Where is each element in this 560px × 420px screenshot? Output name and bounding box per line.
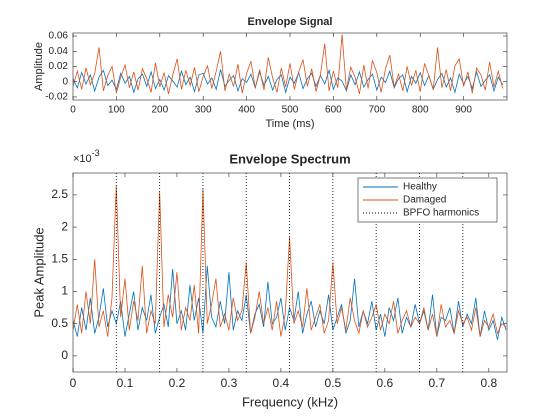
y-tick-label: 2.5: [51, 187, 68, 201]
y-axis-label: Peak Amplitude: [31, 227, 46, 317]
x-tick-label: 0: [70, 376, 77, 390]
x-tick-label: 0.8: [480, 376, 497, 390]
x-tick-label: 500: [282, 105, 299, 116]
y-tick-label: 0.04: [49, 46, 69, 57]
x-tick-label: 0.5: [325, 376, 342, 390]
y-tick-label: 1.5: [51, 251, 68, 265]
plot-area: [73, 33, 507, 100]
x-tick-label: 700: [368, 105, 385, 116]
x-tick-label: 400: [238, 105, 255, 116]
y-tick-label: 0.02: [49, 61, 69, 72]
y-tick-label: 0.06: [49, 31, 69, 42]
y-axis-label: Amplitude: [33, 42, 45, 91]
data-line: [73, 34, 504, 95]
x-tick-label: 0.1: [117, 376, 134, 390]
x-axis-label: Time (ms): [265, 118, 314, 130]
chart-title: Envelope Signal: [248, 16, 333, 28]
y-tick-label: 0.5: [51, 316, 68, 330]
x-tick-label: 0.4: [273, 376, 290, 390]
plot-layer: [73, 34, 504, 95]
x-tick-label: 0.2: [169, 376, 186, 390]
axes-box: [72, 172, 508, 373]
x-tick-label: 0.3: [221, 376, 238, 390]
y-tick-label: 1: [61, 284, 68, 298]
x-tick-label: 0.6: [377, 376, 394, 390]
legend-label: BPFO harmonics: [403, 208, 479, 219]
x-tick-label: 200: [151, 105, 168, 116]
legend-label: Healthy: [403, 182, 437, 193]
legend-label: Damaged: [403, 195, 446, 206]
exponent-label: ×10-3: [73, 148, 100, 165]
x-tick-label: 600: [325, 105, 342, 116]
x-tick-label: 0.7: [428, 376, 445, 390]
x-tick-label: 100: [108, 105, 125, 116]
x-tick-label: 900: [455, 105, 472, 116]
exponent-base: ×10: [73, 153, 92, 165]
x-tick-label: 800: [412, 105, 429, 116]
chart-title: Envelope Spectrum: [229, 151, 350, 166]
x-tick-label: 0: [70, 105, 76, 116]
x-tick-label: 300: [195, 105, 212, 116]
x-axis-label: Frequency (kHz): [242, 394, 338, 409]
y-tick-label: 0: [62, 76, 68, 87]
y-tick-label: 2: [61, 219, 68, 233]
y-tick-label: -0.02: [45, 92, 68, 103]
exponent-power: -3: [92, 148, 100, 158]
y-tick-label: 0: [61, 348, 68, 362]
